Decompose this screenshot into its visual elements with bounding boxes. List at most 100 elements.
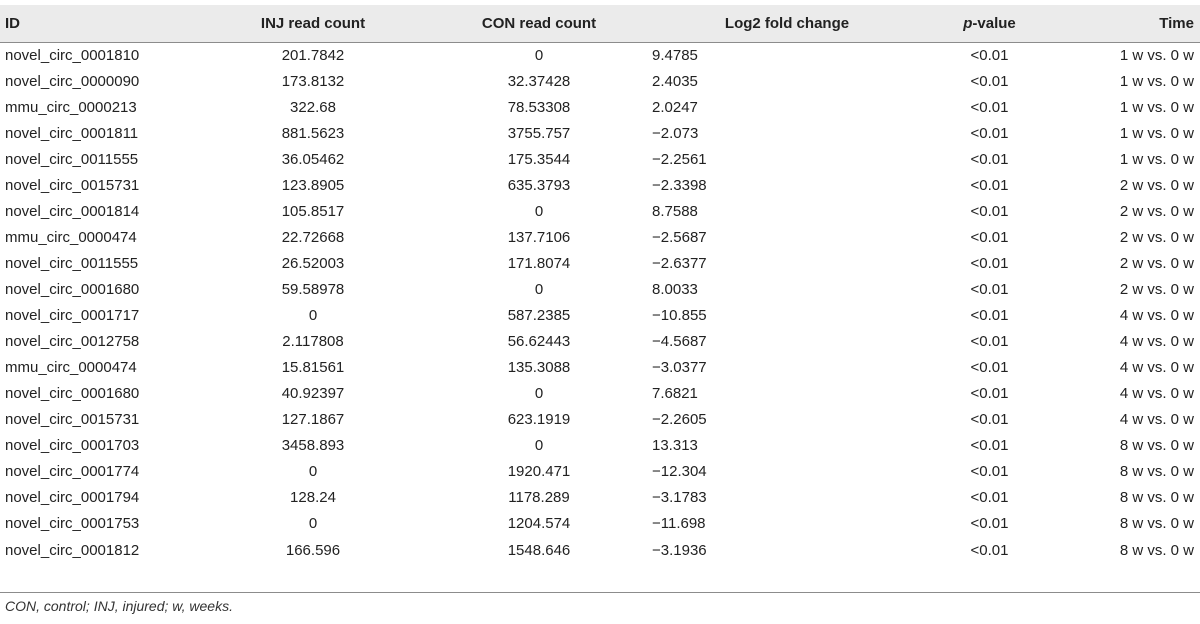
cell-id: novel_circ_0001814 <box>5 202 140 220</box>
cell-con-read-count: 135.3088 <box>507 358 571 376</box>
table-row: novel_circ_0001680 40.92397 0 7.6821 <0.01 4 … <box>0 380 1200 406</box>
cell-inj-read-count: 173.8132 <box>281 72 345 90</box>
cell-log2-fold-change: 2.4035 <box>652 72 698 90</box>
cell-inj-read-count: 22.72668 <box>281 228 345 246</box>
cell-con-read-count: 0 <box>534 280 544 298</box>
cell-log2-fold-change: −3.1783 <box>652 488 707 506</box>
header-id: ID <box>5 15 20 32</box>
cell-time: 2 w vs. 0 w <box>1119 280 1194 298</box>
cell-con-read-count: 1920.471 <box>507 462 571 480</box>
cell-con-read-count: 78.53308 <box>507 98 571 116</box>
cell-con-read-count: 3755.757 <box>507 124 571 142</box>
table-row: novel_circ_0001703 3458.893 0 13.313 <0.01 8 … <box>0 432 1200 458</box>
table-row: novel_circ_0015731 127.1867 623.1919 −2.260… <box>0 406 1200 432</box>
cell-inj-read-count: 123.8905 <box>281 176 345 194</box>
table-row: novel_circ_0001717 0 587.2385 −10.855 <0.01 4… <box>0 302 1200 328</box>
cell-time: 1 w vs. 0 w <box>1119 150 1194 168</box>
cell-log2-fold-change: 9.4785 <box>652 46 698 64</box>
cell-p-value: <0.01 <box>970 462 1009 480</box>
cell-con-read-count: 1178.289 <box>508 488 570 506</box>
cell-p-value: <0.01 <box>970 98 1009 116</box>
cell-p-value: <0.01 <box>970 488 1009 506</box>
top-rule <box>0 5 1200 6</box>
cell-id: novel_circ_0001774 <box>5 462 140 480</box>
cell-inj-read-count: 128.24 <box>290 488 336 506</box>
cell-log2-fold-change: −2.5687 <box>652 228 707 246</box>
cell-p-value: <0.01 <box>970 436 1009 454</box>
cell-con-read-count: 0 <box>534 384 544 402</box>
cell-inj-read-count: 3458.893 <box>281 436 345 454</box>
cell-con-read-count: 623.1919 <box>507 410 571 428</box>
cell-con-read-count: 137.7106 <box>507 228 571 246</box>
cell-con-read-count: 32.37428 <box>507 72 571 90</box>
cell-inj-read-count: 0 <box>308 306 318 324</box>
cell-log2-fold-change: −2.3398 <box>652 176 707 194</box>
table-row: novel_circ_0001814 105.8517 0 8.7588 <0.01 2 … <box>0 198 1200 224</box>
table-row: novel_circ_0001812 166.596 1548.646 −3.1936… <box>0 536 1200 564</box>
cell-con-read-count: 171.8074 <box>507 254 571 272</box>
cell-p-value: <0.01 <box>970 254 1009 272</box>
cell-p-value: <0.01 <box>970 150 1009 168</box>
cell-log2-fold-change: 7.6821 <box>652 384 698 402</box>
cell-log2-fold-change: 8.0033 <box>652 280 698 298</box>
header-rule <box>0 42 1200 43</box>
cell-id: novel_circ_0001810 <box>5 46 140 64</box>
cell-inj-read-count: 881.5623 <box>281 124 345 142</box>
header-p-value: p-value <box>922 5 1057 42</box>
cell-inj-read-count: 322.68 <box>290 98 336 116</box>
cell-id: novel_circ_0011555 <box>5 150 139 168</box>
cell-id: novel_circ_0001753 <box>5 514 140 532</box>
table-row: novel_circ_0000090 173.8132 32.37428 2.4035… <box>0 68 1200 94</box>
cell-time: 2 w vs. 0 w <box>1119 254 1194 272</box>
table-row: novel_circ_0011555 26.52003 171.8074 −2.637… <box>0 250 1200 276</box>
cell-inj-read-count: 201.7842 <box>281 46 345 64</box>
header-p-rest: -value <box>972 15 1016 32</box>
cell-inj-read-count: 166.596 <box>285 541 341 559</box>
table-row: novel_circ_0011555 36.05462 175.3544 −2.256… <box>0 146 1200 172</box>
cell-p-value: <0.01 <box>970 332 1009 350</box>
cell-time: 4 w vs. 0 w <box>1119 332 1194 350</box>
table-row: novel_circ_0001753 0 1204.574 −11.698 <0.01 8… <box>0 510 1200 536</box>
cell-time: 2 w vs. 0 w <box>1119 176 1194 194</box>
table-row: novel_circ_0001680 59.58978 0 8.0033 <0.01 2 … <box>0 276 1200 302</box>
cell-inj-read-count: 40.92397 <box>281 384 345 402</box>
cell-time: 8 w vs. 0 w <box>1119 541 1194 559</box>
cell-log2-fold-change: −12.304 <box>652 462 707 480</box>
table-row: novel_circ_0001774 0 1920.471 −12.304 <0.01 8… <box>0 458 1200 484</box>
cell-time: 4 w vs. 0 w <box>1119 358 1194 376</box>
cell-con-read-count: 1204.574 <box>507 514 571 532</box>
cell-id: novel_circ_0001703 <box>5 436 140 454</box>
table-row: novel_circ_0001794 128.24 1178.289 −3.1783 <… <box>0 484 1200 510</box>
cell-id: novel_circ_0015731 <box>5 176 140 194</box>
cell-con-read-count: 1548.646 <box>507 541 571 559</box>
cell-id: novel_circ_0001680 <box>5 280 140 298</box>
cell-id: novel_circ_0001680 <box>5 384 140 402</box>
cell-inj-read-count: 0 <box>308 514 318 532</box>
cell-p-value: <0.01 <box>970 541 1009 559</box>
cell-id: novel_circ_0001812 <box>5 541 140 559</box>
cell-time: 4 w vs. 0 w <box>1119 410 1194 428</box>
cell-con-read-count: 635.3793 <box>507 176 571 194</box>
bottom-rule <box>0 592 1200 593</box>
cell-time: 8 w vs. 0 w <box>1119 462 1194 480</box>
cell-p-value: <0.01 <box>970 280 1009 298</box>
cell-log2-fold-change: −3.1936 <box>652 541 707 559</box>
cell-con-read-count: 56.62443 <box>507 332 571 350</box>
cell-log2-fold-change: −4.5687 <box>652 332 707 350</box>
cell-time: 1 w vs. 0 w <box>1119 46 1194 64</box>
cell-p-value: <0.01 <box>970 384 1009 402</box>
header-row: ID INJ read count CON read count Log2 fo… <box>0 5 1200 42</box>
cell-p-value: <0.01 <box>970 176 1009 194</box>
cell-inj-read-count: 0 <box>308 462 318 480</box>
cell-inj-read-count: 26.52003 <box>281 254 345 272</box>
cell-time: 1 w vs. 0 w <box>1119 72 1194 90</box>
cell-p-value: <0.01 <box>970 358 1009 376</box>
cell-p-value: <0.01 <box>970 124 1009 142</box>
table-row: novel_circ_0015731 123.8905 635.3793 −2.339… <box>0 172 1200 198</box>
cell-con-read-count: 0 <box>534 202 544 220</box>
header-inj-read-count: INJ read count <box>260 15 366 32</box>
cell-time: 4 w vs. 0 w <box>1119 306 1194 324</box>
cell-id: novel_circ_0012758 <box>5 332 140 350</box>
cell-id: novel_circ_0001811 <box>5 124 139 142</box>
